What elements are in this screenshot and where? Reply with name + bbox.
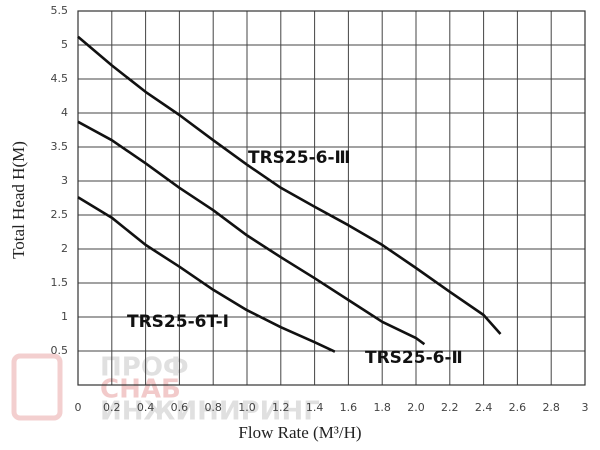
y-tick-label: 2.5 — [51, 208, 69, 221]
x-tick-label: 1.0 — [238, 401, 256, 414]
watermark: ПРОФ СНАБ ИНЖИНИРИНГ — [11, 353, 320, 427]
x-tick-label: 0.2 — [103, 401, 121, 414]
curve — [77, 120, 426, 346]
y-tick-label: 1 — [61, 310, 68, 323]
y-tick-label: 5 — [61, 38, 68, 51]
x-tick-label: 2.6 — [509, 401, 527, 414]
watermark-logo — [11, 353, 63, 421]
watermark-text: ПРОФ — [100, 353, 189, 383]
watermark-text: СНАБ — [100, 375, 181, 405]
y-tick-label: 4.5 — [51, 72, 69, 85]
x-tick-label: 1.6 — [340, 401, 358, 414]
x-tick-label: 0.4 — [137, 401, 155, 414]
y-tick-label: 3 — [61, 174, 68, 187]
curve-label: TRS25-6T-Ⅰ — [127, 312, 229, 332]
y-tick-label: 5.5 — [51, 4, 69, 17]
x-tick-label: 1.2 — [272, 401, 290, 414]
x-tick-label: 1.8 — [373, 401, 391, 414]
y-tick-label: 1.5 — [51, 276, 69, 289]
curve — [77, 35, 502, 335]
x-axis-title: Flow Rate (M³/H) — [238, 423, 361, 442]
watermark-text: ИНЖИНИРИНГ — [100, 397, 320, 427]
x-tick-label: 2.2 — [441, 401, 459, 414]
curve-label: TRS25-6-Ⅲ — [248, 148, 351, 168]
x-tick-label: 2.4 — [475, 401, 493, 414]
y-tick-label: 0.5 — [51, 344, 69, 357]
y-tick-label: 3.5 — [51, 140, 69, 153]
y-tick-label: 2 — [61, 242, 68, 255]
x-tick-label: 0.6 — [171, 401, 189, 414]
curve — [77, 196, 336, 353]
x-tick-label: 0.8 — [204, 401, 222, 414]
x-tick-label: 2.8 — [542, 401, 560, 414]
x-tick-label: 3 — [582, 401, 589, 414]
y-axis-title: Total Head H(M) — [9, 141, 28, 259]
x-tick-label: 1.4 — [306, 401, 324, 414]
curve-label: TRS25-6-Ⅱ — [365, 348, 463, 368]
x-tick-label: 2.0 — [407, 401, 425, 414]
y-tick-label: 4 — [61, 106, 68, 119]
x-tick-label: 0 — [75, 401, 82, 414]
